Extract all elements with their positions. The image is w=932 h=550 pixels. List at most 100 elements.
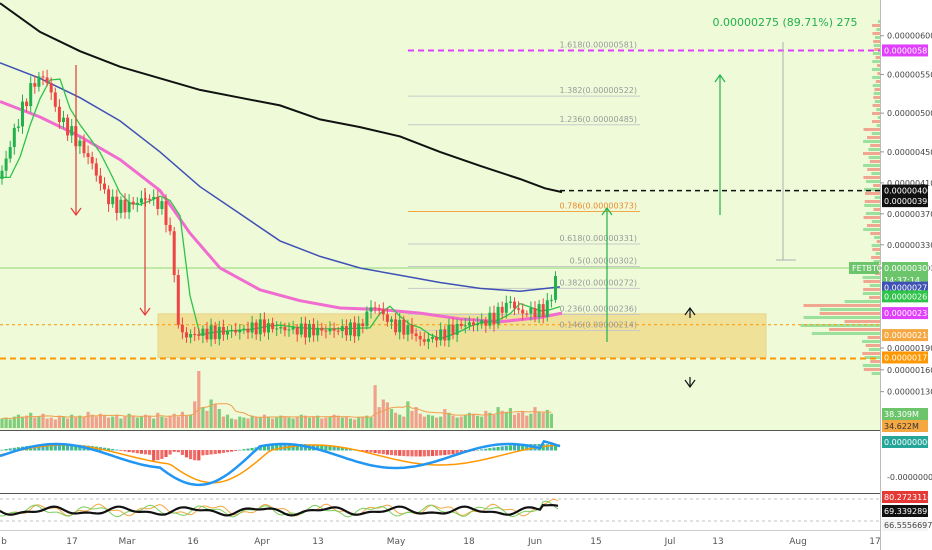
candle-body <box>37 76 41 87</box>
macd-histogram-bar <box>139 450 143 454</box>
macd-histogram-bar <box>193 450 197 461</box>
rsi-tag-bg <box>882 505 928 517</box>
macd-histogram-bar <box>123 450 127 452</box>
time-tick-label: 13 <box>312 537 323 547</box>
price-tick-label: 0.00000410 <box>887 179 932 188</box>
candle-body <box>303 323 307 338</box>
macd-histogram-bar <box>410 450 414 457</box>
candle-body <box>230 330 234 332</box>
volume-bar <box>369 417 373 428</box>
candle-body <box>90 156 94 164</box>
symbol-tag-bg <box>849 262 879 274</box>
price-tag-ma50: 0.00000261 <box>884 292 932 301</box>
volume-profile-bar <box>800 324 880 327</box>
macd-pane <box>0 439 561 487</box>
volume-bar <box>66 418 70 428</box>
time-tick-label: 17 <box>66 537 77 547</box>
macd-histogram-bar <box>504 445 508 451</box>
candle-body <box>492 312 496 325</box>
volume-bar <box>49 417 53 428</box>
volume-bar <box>258 417 262 428</box>
candle-body <box>279 327 283 329</box>
volume-bar <box>266 416 271 428</box>
ma50-line <box>0 78 561 340</box>
candle-body <box>168 224 172 232</box>
volume-bar <box>353 419 357 428</box>
volume-bar <box>521 410 525 428</box>
volume-bar <box>484 410 488 428</box>
time-tick-label: May <box>387 537 406 547</box>
price-tag-bg <box>882 307 928 320</box>
macd-histogram-bar <box>266 445 271 451</box>
fib-label: 0.382(0.00000272) <box>560 278 638 287</box>
macd-histogram-bar <box>12 447 16 451</box>
candle-body <box>8 147 12 159</box>
macd-histogram-bar <box>250 447 254 451</box>
candle-body <box>111 196 115 205</box>
volume-bar <box>8 419 12 428</box>
volume-profile-bar <box>862 292 880 295</box>
macd-histogram-bar <box>414 450 418 457</box>
candle-body <box>66 117 70 136</box>
candle-body <box>521 309 525 314</box>
macd-histogram-bar <box>201 450 205 456</box>
volume-profile-bar <box>872 112 880 115</box>
time-tick-label: Jul <box>664 537 676 547</box>
volume-profile-bar <box>862 352 880 355</box>
price-tick-label: 0.00000450 <box>887 148 932 157</box>
price-tag-fib_1618: 0.00000581 <box>884 46 932 55</box>
macd-histogram-bar <box>275 444 279 451</box>
volume-bar <box>111 416 115 428</box>
volume-bar <box>299 414 303 428</box>
volume-profile-bar <box>803 304 880 307</box>
volume-tag: 38.309M <box>884 410 919 419</box>
volume-bar <box>303 415 307 428</box>
candle-body <box>308 323 311 338</box>
volume-bar <box>131 415 135 428</box>
macd-histogram-bar <box>115 449 119 451</box>
volume-bar <box>463 414 467 428</box>
volume-bar <box>160 416 164 428</box>
volume-bar <box>381 399 385 428</box>
volume-profile-bar <box>872 24 880 27</box>
candle-body <box>33 83 37 87</box>
volume-profile <box>800 20 880 375</box>
macd-histogram-bar <box>135 450 139 454</box>
volume-profile-bar <box>872 32 880 35</box>
macd-histogram-bar <box>102 447 107 451</box>
rsi-tag-bg <box>882 491 928 503</box>
volume-bar <box>184 415 189 428</box>
macd-histogram-bar <box>459 450 463 453</box>
candle-body <box>533 308 537 317</box>
candle-body <box>402 319 406 335</box>
volume-profile-bar <box>875 36 880 39</box>
candle-body <box>447 324 451 341</box>
macd-histogram-bar <box>385 450 389 455</box>
price-tick-label: 0.00000130 <box>887 388 932 397</box>
candle-body <box>152 196 156 199</box>
macd-histogram-bar <box>549 444 553 451</box>
volume-profile-bar <box>863 228 880 231</box>
candle-body <box>98 175 102 184</box>
symbol-tag: FETBTC <box>852 264 882 273</box>
candle-body <box>435 336 439 341</box>
volume-bar <box>197 371 201 428</box>
volume-bar <box>385 402 389 428</box>
lower-panes-bg <box>0 430 880 550</box>
volume-profile-bar <box>878 20 880 23</box>
volume-bar <box>143 414 148 428</box>
candle-body <box>172 231 176 276</box>
macd-histogram-bar <box>521 444 525 451</box>
candle-body <box>549 299 553 301</box>
volume-bar <box>324 417 328 428</box>
volume-profile-bar <box>872 120 880 123</box>
fib-label: 0.146(0.00000214) <box>560 321 638 330</box>
macd-histogram-bar <box>365 450 369 452</box>
macd-histogram-bar <box>143 450 148 455</box>
volume-bar <box>78 415 82 428</box>
volume-bar <box>344 416 348 428</box>
candle-body <box>554 275 557 300</box>
macd-histogram-bar <box>168 450 172 455</box>
time-tick-label: 16 <box>187 537 199 547</box>
